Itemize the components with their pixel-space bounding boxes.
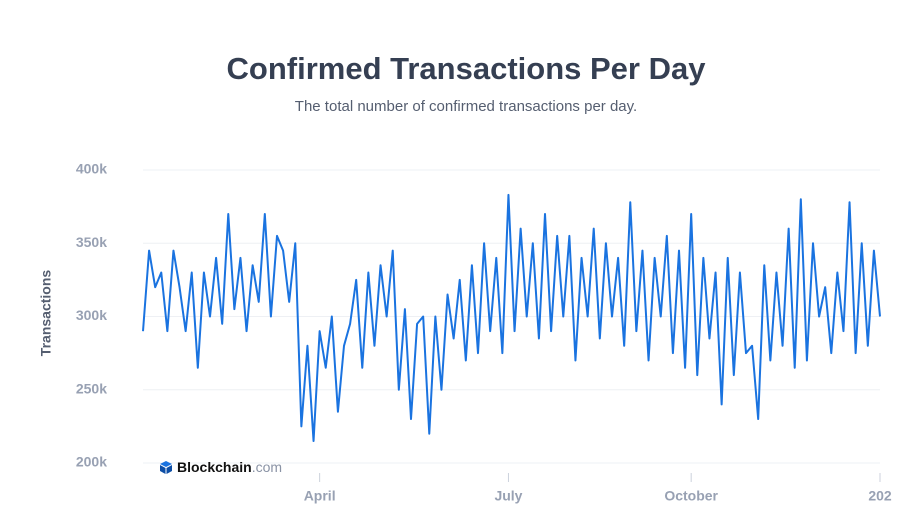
- y-tick-label: 350k: [76, 234, 107, 250]
- x-tick-label: April: [304, 488, 336, 504]
- chart-subtitle: The total number of confirmed transactio…: [295, 98, 637, 115]
- logo-icon: [160, 465, 172, 474]
- x-tick-label: 202: [868, 488, 892, 504]
- data-line: [142, 193, 881, 443]
- x-tick-label: October: [664, 488, 718, 504]
- y-tick-label: 250k: [76, 380, 107, 396]
- y-tick-label: 300k: [76, 307, 107, 323]
- brand-name: Blockchain: [177, 459, 252, 475]
- y-tick-label: 200k: [76, 454, 107, 470]
- y-tick-label: 400k: [76, 161, 107, 177]
- brand-suffix: .com: [252, 459, 282, 475]
- brand-text: Blockchain.com: [177, 459, 282, 475]
- brand-logo: Blockchain.com: [160, 459, 282, 475]
- chart-title: Confirmed Transactions Per Day: [227, 51, 707, 86]
- x-tick-label: July: [494, 488, 522, 504]
- logo-icon: [160, 461, 172, 467]
- y-axis-label: Transactions: [38, 270, 54, 357]
